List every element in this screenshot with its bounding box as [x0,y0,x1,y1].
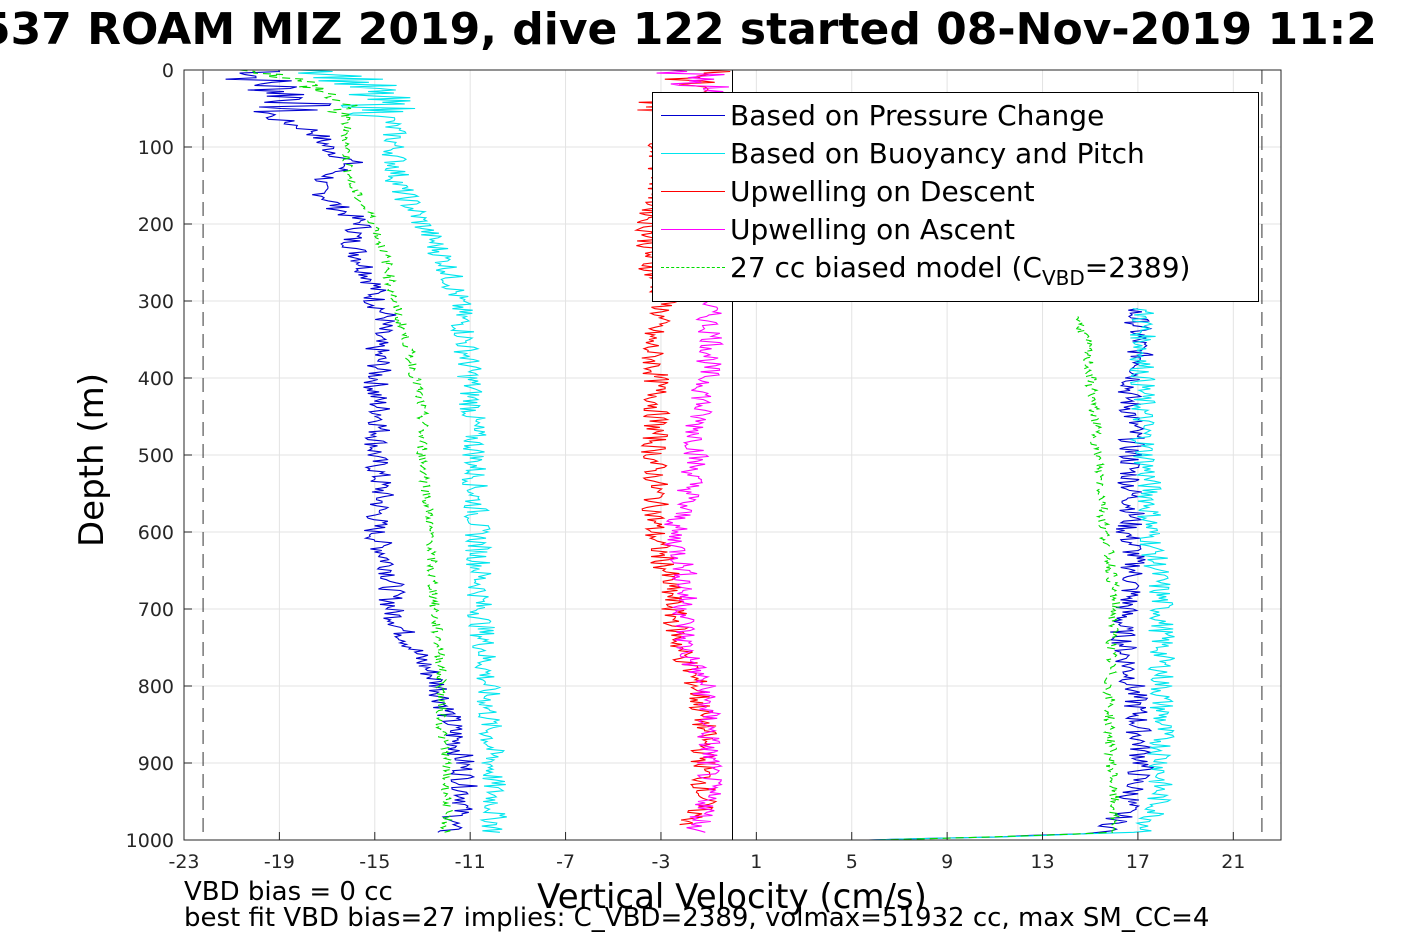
x-tick-label: 17 [1126,851,1150,873]
series-line-4-0 [239,69,454,833]
x-tick-label: -11 [455,851,486,873]
legend-swatch-buoyancy [661,153,725,154]
legend-entry-buoyancy: Based on Buoyancy and Pitch [653,135,1258,171]
series-line-0-1 [868,308,1155,841]
legend-swatch-upwelling-ascent [661,229,725,230]
legend-entry-upwelling-descent: Upwelling on Descent [653,173,1258,209]
chart-title: 537 ROAM MIZ 2019, dive 122 started 08-N… [0,4,1377,55]
legend-entry-model: 27 cc biased model (CVBD=2389) [653,249,1258,290]
y-tick-label: 400 [138,368,174,390]
legend-entry-pressure: Based on Pressure Change [653,97,1258,133]
x-tick-label: -23 [168,851,199,873]
y-tick-label: 100 [138,137,174,159]
legend-label-upwelling-ascent: Upwelling on Ascent [730,213,1016,246]
y-tick-label: 1000 [126,830,174,852]
legend-entry-upwelling-ascent: Upwelling on Ascent [653,211,1258,247]
series-line-1-0 [298,69,507,833]
y-tick-label: 600 [138,522,174,544]
chart-legend: Based on Pressure Change Based on Buoyan… [652,92,1259,302]
x-tick-label: -19 [264,851,295,873]
y-tick-label: 800 [138,676,174,698]
legend-swatch-upwelling-descent [661,191,725,192]
legend-label-buoyancy: Based on Buoyancy and Pitch [730,137,1145,170]
legend-model-suffix: =2389) [1084,251,1191,284]
legend-label-model: 27 cc biased model (CVBD=2389) [730,251,1190,290]
legend-swatch-pressure [661,115,725,116]
legend-model-prefix: 27 cc biased model (C [730,251,1042,284]
y-tick-label: 500 [138,445,174,467]
y-axis-label: Depth (m) [72,372,112,548]
x-tick-label: -7 [556,851,575,873]
vbd-bias-note: VBD bias = 0 cc [184,877,393,907]
y-tick-label: 700 [138,599,174,621]
y-tick-label: 0 [162,60,174,82]
series-line-1-1 [870,308,1175,841]
y-tick-label: 900 [138,753,174,775]
x-tick-label: 9 [941,851,953,873]
series-line-4-1 [878,316,1121,841]
legend-swatch-model [661,267,725,268]
best-fit-note: best fit VBD bias=27 implies: C_VBD=2389… [184,903,1210,933]
x-tick-label: 13 [1030,851,1054,873]
y-tick-label: 300 [138,291,174,313]
x-tick-label: -3 [651,851,670,873]
legend-model-subscript: VBD [1041,266,1085,290]
x-axis-label: Vertical Velocity (cm/s) [537,877,927,917]
y-tick-label: 200 [138,214,174,236]
x-tick-label: 21 [1221,851,1245,873]
legend-label-upwelling-descent: Upwelling on Descent [730,175,1035,208]
x-tick-label: 1 [750,851,762,873]
axis-ticks: -23 -19 -15 -11 -7 -3 1 5 9 13 17 21 0 100 200 300 400 50… [126,60,1246,873]
series-line-0-0 [225,69,478,833]
x-tick-label: 5 [846,851,858,873]
legend-label-pressure: Based on Pressure Change [730,99,1105,132]
x-tick-label: -15 [359,851,390,873]
